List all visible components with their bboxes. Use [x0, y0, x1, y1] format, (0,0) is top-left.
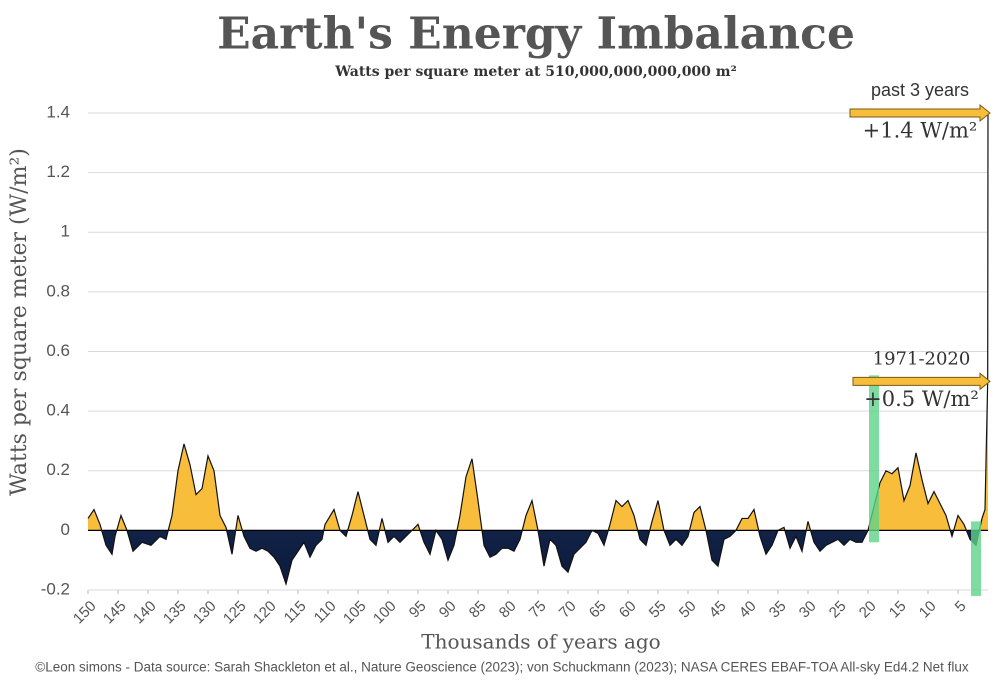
x-tick-label: 25	[826, 598, 850, 622]
x-tick-label: 50	[676, 598, 700, 622]
x-tick-label: 70	[556, 598, 580, 622]
annotation-value: +1.4 W/m²	[863, 119, 978, 143]
x-tick-label: 15	[886, 598, 910, 622]
y-tick-label: 1.2	[46, 162, 70, 181]
x-axis-label: Thousands of years ago	[421, 630, 660, 654]
annotation-arrow	[849, 103, 991, 123]
positive-area	[88, 113, 988, 531]
x-tick-label: 120	[250, 598, 280, 628]
annotation-value: +0.5 W/m²	[864, 387, 979, 411]
x-tick-label: 105	[340, 598, 370, 628]
x-tick-label: 80	[496, 598, 520, 622]
negative-area	[88, 530, 988, 585]
x-tick-label: 130	[190, 598, 220, 628]
y-tick-label: -0.2	[41, 579, 70, 598]
x-tick-label: 90	[436, 598, 460, 622]
x-tick-label: 20	[856, 598, 880, 622]
annotation-label: past 3 years	[871, 80, 969, 100]
y-tick-label: 0.6	[46, 341, 70, 360]
highlight-bar	[971, 521, 981, 596]
annotation-arrow	[852, 372, 991, 391]
x-tick-label: 115	[281, 598, 310, 627]
x-tick-label: 45	[706, 598, 730, 622]
x-tick-label: 125	[220, 598, 250, 628]
x-tick-label: 60	[616, 598, 640, 622]
x-tick-label: 95	[406, 598, 430, 622]
y-tick-label: 0.4	[46, 401, 70, 420]
highlight-bar	[869, 375, 879, 543]
x-tick-label: 40	[736, 598, 760, 622]
chart-title: Earth's Energy Imbalance	[217, 9, 855, 60]
chart-subtitle: Watts per square meter at 510,000,000,00…	[334, 64, 736, 80]
x-tick-label: 10	[916, 598, 940, 622]
y-tick-label: 0	[61, 520, 70, 539]
x-tick-label: 55	[646, 598, 670, 622]
x-tick-label: 35	[766, 598, 790, 622]
y-axis-label: Watts per square meter (W/m²)	[7, 148, 32, 496]
source-note: ©Leon simons - Data source: Sarah Shackl…	[35, 660, 969, 675]
x-tick-label: 140	[130, 598, 160, 628]
x-tick-label: 5	[952, 598, 970, 616]
x-tick-label: 145	[100, 598, 130, 628]
x-tick-label: 100	[370, 598, 400, 628]
y-tick-label: 1	[61, 222, 70, 241]
x-tick-label: 135	[160, 598, 190, 628]
x-tick-label: 85	[466, 598, 490, 622]
x-tick-label: 110	[311, 598, 340, 627]
x-tick-label: 150	[70, 598, 100, 628]
x-tick-label: 75	[526, 598, 550, 622]
annotation-label: 1971-2020	[873, 348, 971, 369]
y-tick-label: 0.2	[46, 460, 70, 479]
y-tick-label: 0.8	[46, 281, 70, 300]
data-line	[87, 112, 989, 587]
x-tick-label: 65	[586, 598, 610, 622]
y-tick-label: 1.4	[46, 102, 70, 121]
x-tick-label: 30	[796, 598, 820, 622]
